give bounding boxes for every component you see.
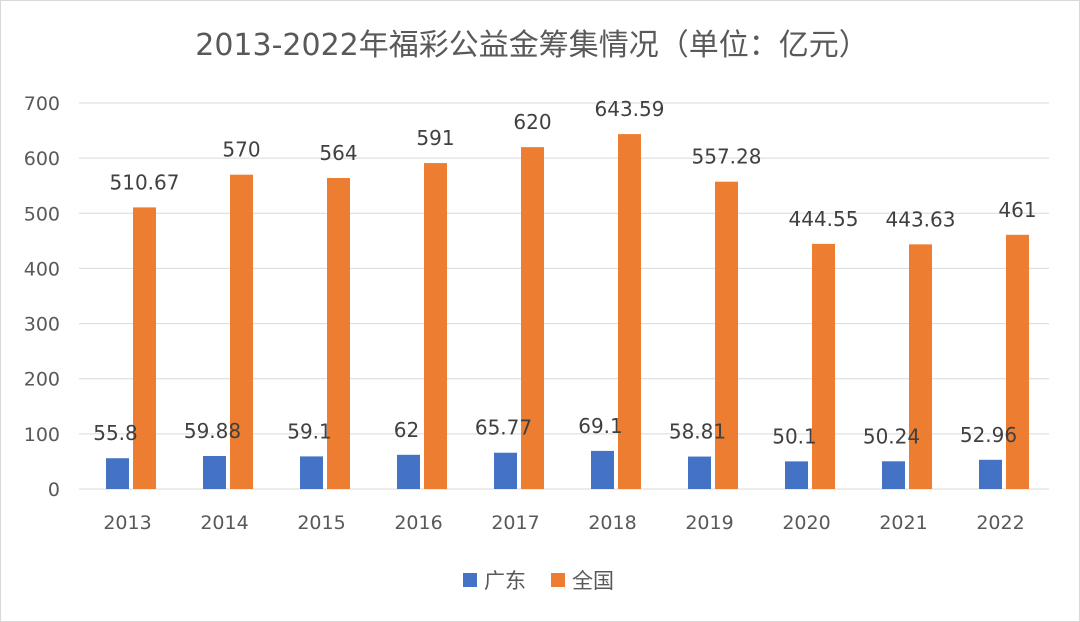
bar-national-2021 (909, 244, 932, 489)
legend-swatch-guangdong (463, 573, 477, 587)
bar-national-2019 (715, 181, 738, 489)
y-tick-label: 600 (24, 148, 60, 170)
data-label-guangdong-2016: 62 (394, 418, 419, 442)
x-tick-label: 2014 (200, 512, 248, 534)
legend-swatch-national (551, 573, 565, 587)
data-label-national-2022: 461 (998, 198, 1036, 222)
legend: 广东 全国 (463, 569, 614, 593)
bar-national-2022 (1006, 234, 1029, 489)
bars (106, 134, 1029, 489)
data-label-guangdong-2018: 69.1 (578, 414, 623, 438)
bar-national-2015 (327, 177, 350, 489)
legend-label-national: 全国 (572, 569, 614, 593)
y-tick-label: 700 (24, 93, 60, 115)
y-tick-label: 400 (24, 258, 60, 280)
y-tick-label: 100 (24, 424, 60, 446)
bar-guangdong-2020 (785, 461, 808, 489)
bar-national-2014 (230, 174, 253, 489)
bar-guangdong-2019 (688, 456, 711, 489)
x-tick-label: 2015 (297, 512, 345, 534)
bar-national-2018 (618, 134, 641, 489)
data-label-national-2016: 591 (416, 126, 454, 150)
data-label-guangdong-2013: 55.8 (93, 421, 138, 445)
x-tick-label: 2022 (976, 512, 1024, 534)
data-labels: 55.8 510.67 59.88 570 59.1 564 62 591 65.77 620 69… (93, 97, 1036, 448)
x-tick-label: 2018 (588, 512, 636, 534)
chart-title: 2013-2022年福彩公益金筹集情况（单位：亿元） (195, 28, 869, 63)
data-label-national-2020: 444.55 (789, 207, 859, 231)
data-label-national-2021: 443.63 (886, 207, 956, 231)
data-label-national-2015: 564 (319, 141, 357, 165)
data-label-national-2014: 570 (222, 138, 260, 162)
bar-national-2016 (424, 163, 447, 489)
x-tick-label: 2017 (491, 512, 539, 534)
data-label-guangdong-2015: 59.1 (287, 419, 332, 443)
y-axis-ticks: 0 100 200 300 400 500 600 700 (24, 93, 60, 501)
data-label-national-2017: 620 (513, 110, 551, 134)
y-tick-label: 500 (24, 203, 60, 225)
x-tick-label: 2021 (879, 512, 927, 534)
data-label-guangdong-2017: 65.77 (475, 416, 532, 440)
bar-guangdong-2016 (397, 454, 420, 489)
bar-national-2013 (133, 207, 156, 489)
data-label-guangdong-2019: 58.81 (669, 420, 726, 444)
data-label-national-2019: 557.28 (692, 145, 762, 169)
data-label-guangdong-2022: 52.96 (960, 423, 1017, 447)
x-tick-label: 2013 (103, 512, 151, 534)
bar-guangdong-2013 (106, 458, 129, 489)
x-tick-label: 2020 (782, 512, 830, 534)
data-label-national-2013: 510.67 (110, 170, 180, 194)
bar-guangdong-2021 (882, 461, 905, 489)
x-tick-label: 2019 (685, 512, 733, 534)
bar-guangdong-2014 (203, 455, 226, 489)
bar-guangdong-2015 (300, 456, 323, 489)
bar-guangdong-2017 (494, 452, 517, 489)
data-label-national-2018: 643.59 (595, 97, 665, 121)
y-tick-label: 200 (24, 369, 60, 391)
bar-national-2017 (521, 147, 544, 489)
y-tick-label: 0 (48, 479, 60, 501)
bar-national-2020 (812, 243, 835, 489)
data-label-guangdong-2021: 50.24 (863, 424, 920, 448)
legend-label-guangdong: 广东 (484, 569, 526, 593)
bar-guangdong-2022 (979, 459, 1002, 489)
y-tick-label: 300 (24, 314, 60, 336)
data-label-guangdong-2014: 59.88 (184, 419, 241, 443)
x-axis-ticks: 2013 2014 2015 2016 2017 2018 2019 2020 2021 2022 (103, 512, 1024, 534)
bar-guangdong-2018 (591, 450, 614, 489)
x-tick-label: 2016 (394, 512, 442, 534)
data-label-guangdong-2020: 50.1 (772, 424, 817, 448)
